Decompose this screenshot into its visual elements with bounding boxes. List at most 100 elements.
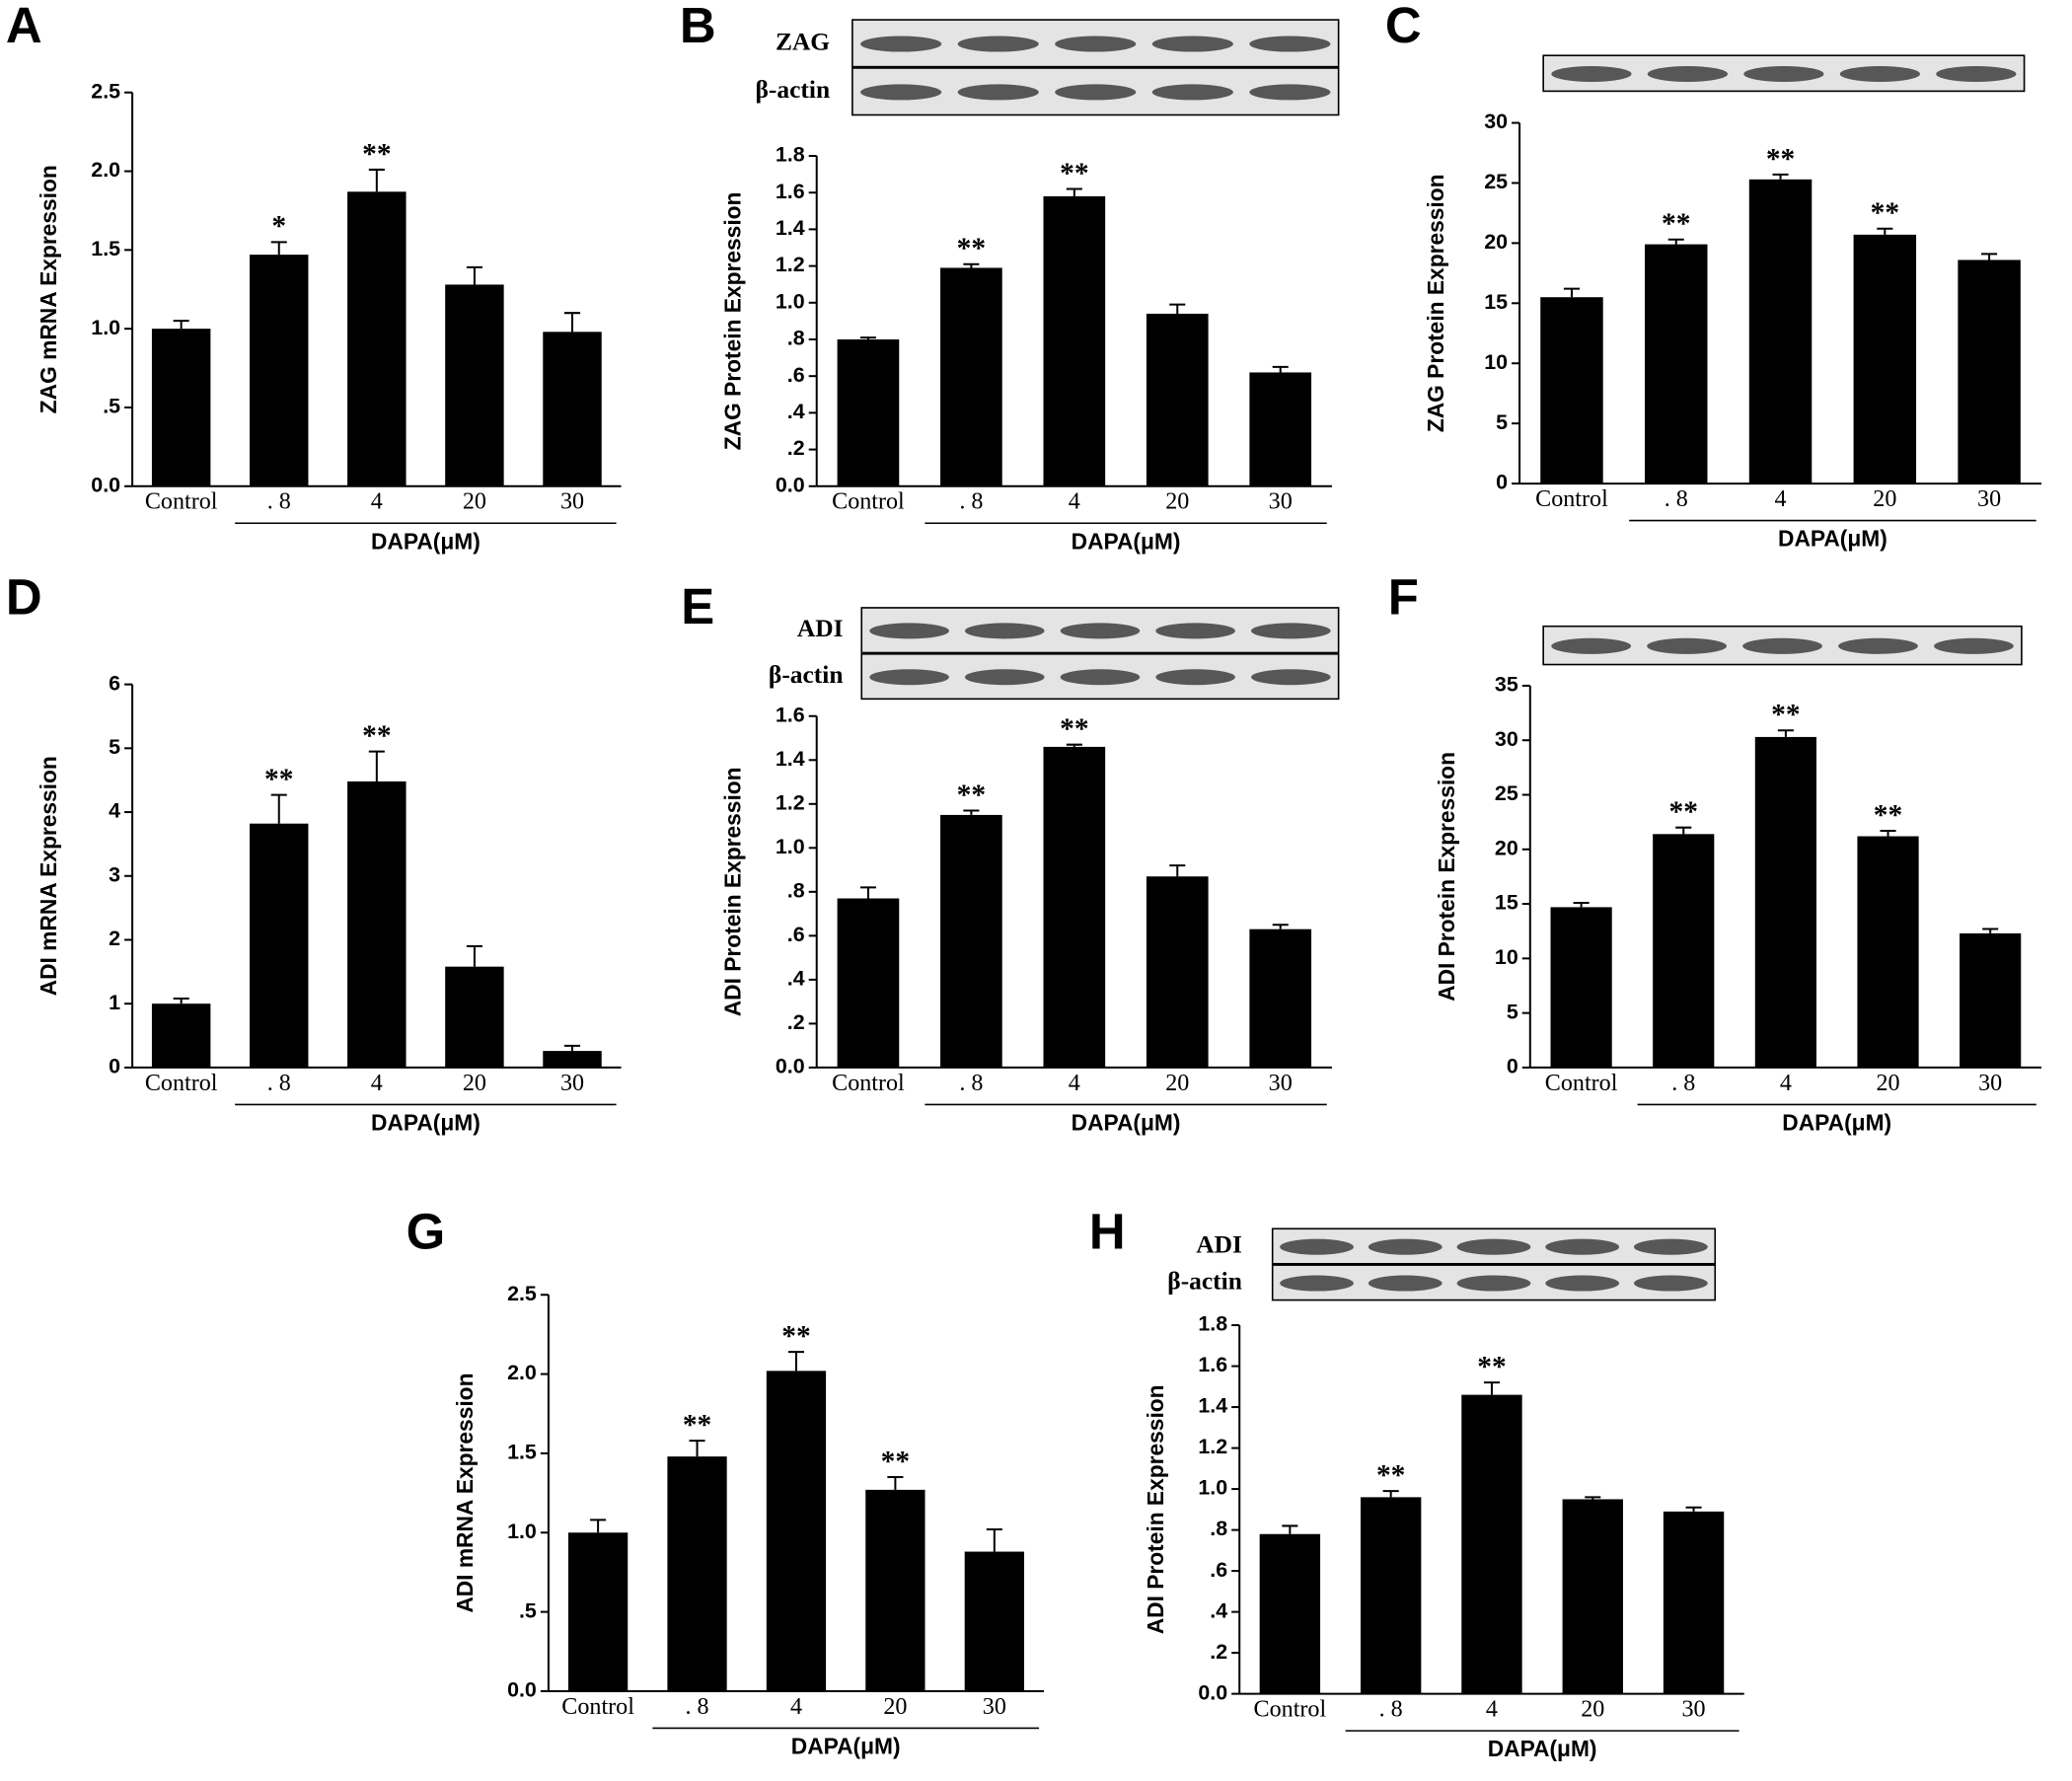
y-tick-label: 6 [109, 671, 120, 695]
x-tick-label: Control [145, 489, 218, 515]
x-axis-label: DAPA(μM) [1782, 1110, 1891, 1136]
significance: ** [781, 1320, 810, 1352]
error-bar [1066, 187, 1082, 196]
y-tick-label: 1.4 [776, 747, 805, 771]
x-tick-label: . 8 [959, 489, 983, 515]
y-tick-label: 1.4 [1198, 1394, 1227, 1418]
y-tick-label: 2.5 [91, 79, 120, 103]
blot-band [860, 84, 942, 101]
blot-band [1456, 1275, 1531, 1292]
y-tick-label: .4 [787, 967, 805, 991]
significance: ** [362, 720, 391, 752]
panel-letter: D [6, 569, 42, 626]
blot-band [1545, 1238, 1620, 1255]
bar [543, 1051, 602, 1068]
panel: B 0.0 .2 .4 .6 .8 1.0 1.2 1.4 1.6 1.8 ZAG Protein E… [680, 0, 1340, 554]
x-tick-label: 30 [1977, 486, 2001, 512]
blot-band [1456, 1238, 1531, 1255]
blot-label: ADI [1196, 1230, 1242, 1259]
bar [1960, 932, 2022, 1068]
panel: F 0 5 10 15 20 25 30 35 ADI Protein Expression Con… [1388, 569, 2041, 1136]
bar [1146, 876, 1209, 1068]
y-tick-label: 0 [109, 1055, 120, 1078]
x-tick-label: Control [1535, 486, 1608, 512]
y-tick-label: 0.0 [776, 1055, 805, 1078]
x-tick-label: . 8 [959, 1071, 983, 1096]
error-bar [859, 336, 876, 339]
significance: ** [1376, 1460, 1405, 1492]
bar [766, 1371, 827, 1691]
y-tick-label: 0 [1496, 471, 1508, 494]
blot-label: β-actin [1167, 1266, 1242, 1295]
x-axis-label: DAPA(μM) [371, 1110, 481, 1136]
x-tick-label: 20 [1165, 1071, 1189, 1096]
bar [940, 814, 1002, 1068]
y-tick-label: 15 [1495, 891, 1518, 915]
y-tick-label: 4 [109, 799, 120, 823]
panel-letter: F [1388, 569, 1419, 626]
significance: ** [1874, 799, 1902, 831]
blot-label: ADI [797, 614, 844, 642]
blot-band [1251, 669, 1331, 686]
significance: ** [1669, 796, 1698, 828]
significance: ** [683, 1409, 711, 1441]
y-axis-label: ZAG Protein Expression [720, 192, 746, 451]
blot-band [1634, 1238, 1708, 1255]
error-bar [270, 241, 287, 256]
bar [1754, 736, 1816, 1068]
panel-letter: E [681, 578, 714, 634]
error-bar [689, 1440, 705, 1457]
error-bar [1667, 238, 1684, 245]
y-tick-label: 1.2 [776, 253, 805, 276]
error-bar [963, 262, 980, 268]
blot-band [1743, 65, 1824, 83]
error-bar [1573, 901, 1590, 908]
bar [1748, 179, 1813, 484]
blot-band [1634, 1275, 1708, 1292]
x-tick-label: . 8 [267, 489, 291, 515]
x-tick-label: 4 [1486, 1697, 1498, 1723]
error-bar [1877, 227, 1893, 235]
error-bar [859, 886, 876, 899]
error-bar [1585, 1496, 1601, 1500]
error-bar [1777, 729, 1794, 737]
significance: ** [1477, 1352, 1506, 1383]
significance: * [271, 211, 286, 243]
x-tick-label: 4 [790, 1694, 802, 1720]
x-tick-label: Control [1254, 1697, 1327, 1723]
significance: ** [1060, 713, 1088, 745]
blot-band [1155, 623, 1235, 639]
blot-band [860, 36, 942, 52]
significance: ** [362, 138, 391, 170]
x-tick-label: Control [145, 1071, 218, 1096]
blot-band [1647, 637, 1727, 654]
y-tick-label: .8 [787, 327, 805, 350]
bar [1249, 928, 1312, 1068]
x-tick-label: 4 [1775, 486, 1787, 512]
x-tick-label: . 8 [267, 1071, 291, 1096]
y-tick-label: 0.0 [776, 473, 805, 496]
y-tick-label: 1.5 [91, 237, 120, 260]
bar [250, 823, 309, 1068]
x-tick-label: 30 [560, 1071, 584, 1096]
significance: ** [264, 764, 293, 795]
y-tick-label: 2.5 [507, 1282, 537, 1305]
error-bar [1675, 826, 1692, 835]
y-tick-label: .6 [787, 923, 805, 946]
significance: ** [957, 779, 986, 811]
blot-band [1545, 1275, 1620, 1292]
y-tick-label: 1.5 [507, 1441, 537, 1464]
panel-letter: H [1089, 1203, 1126, 1259]
x-tick-label: Control [832, 489, 905, 515]
y-tick-label: .2 [787, 1010, 805, 1034]
error-bar [173, 320, 189, 330]
error-bar [887, 1476, 904, 1490]
error-bar [1282, 1524, 1298, 1534]
y-tick-label: 5 [1496, 410, 1508, 434]
y-tick-label: 10 [1484, 350, 1508, 374]
x-tick-label: . 8 [685, 1694, 708, 1720]
x-tick-label: Control [1545, 1071, 1618, 1096]
panel: H 0.0 .2 .4 .6 .8 1.0 1.2 1.4 1.6 1.8 ADI Protein E… [1089, 1203, 1744, 1761]
bar [1663, 1511, 1725, 1694]
blot-band [1934, 637, 2014, 654]
